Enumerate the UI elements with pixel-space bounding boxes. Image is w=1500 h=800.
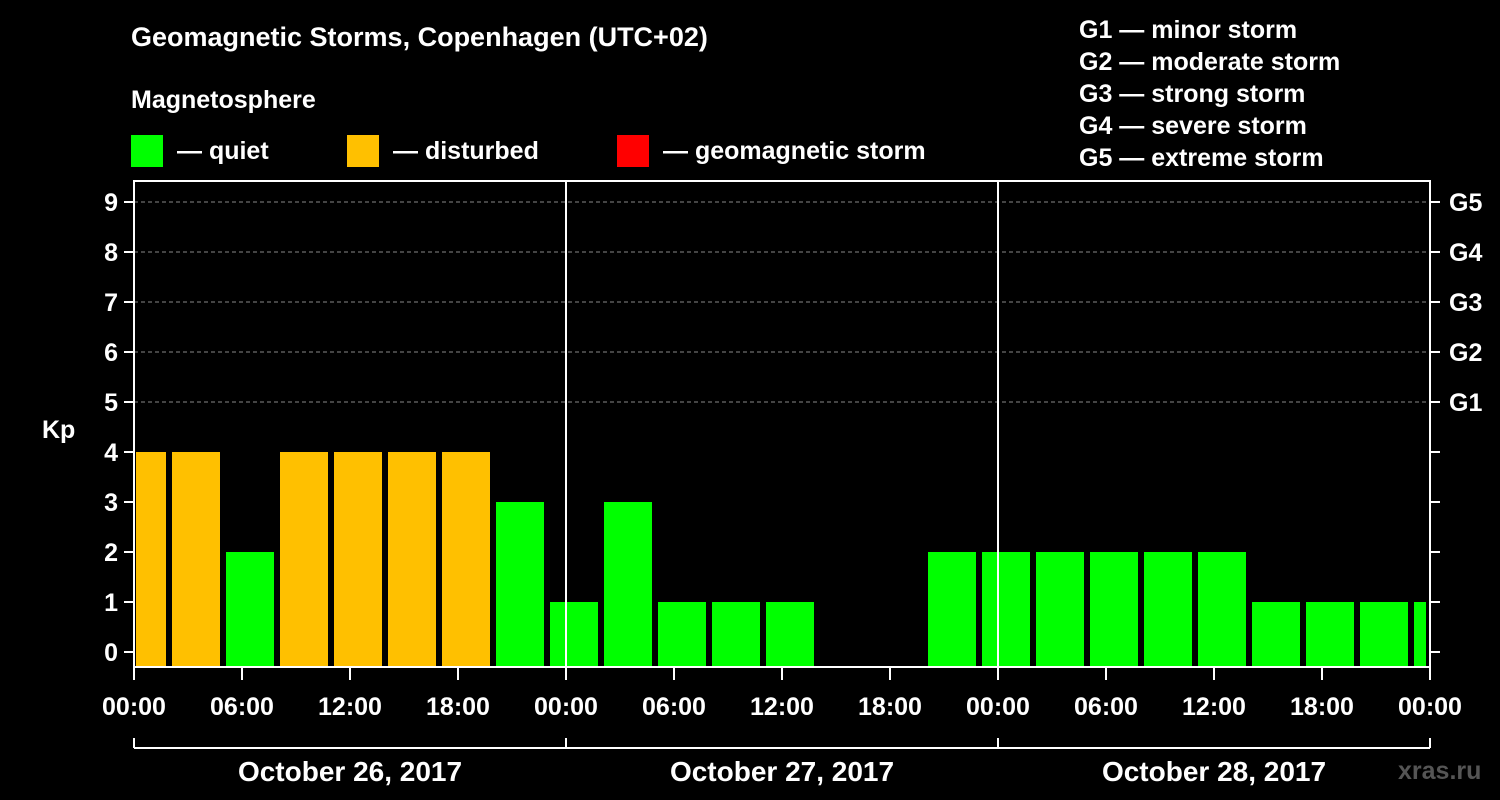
kp-bar: [172, 452, 220, 667]
x-tick-label: 12:00: [1182, 693, 1246, 721]
y-tick-label: 0: [104, 639, 118, 667]
x-tick-label: 06:00: [210, 693, 274, 721]
x-tick-label: 12:00: [318, 693, 382, 721]
storm-scale-g2: G2 — moderate storm: [1079, 48, 1341, 76]
x-tick-label: 00:00: [534, 693, 598, 721]
g-level-label: G5: [1449, 189, 1482, 217]
y-tick-label: 2: [104, 539, 118, 567]
kp-bar: [136, 452, 166, 667]
g-level-label: G2: [1449, 339, 1482, 367]
kp-bar: [334, 452, 382, 667]
kp-bar: [1090, 552, 1138, 667]
y-axis-label: Kp: [42, 416, 75, 444]
legend-title: Magnetosphere: [131, 86, 316, 114]
kp-bar: [496, 502, 544, 667]
legend-quiet-swatch: [131, 135, 163, 167]
y-tick-label: 7: [104, 289, 118, 317]
date-label: October 26, 2017: [238, 756, 462, 787]
watermark: xras.ru: [1398, 757, 1482, 785]
storm-scale-g4: G4 — severe storm: [1079, 112, 1307, 140]
x-tick-label: 00:00: [966, 693, 1030, 721]
g-level-label: G1: [1449, 389, 1482, 417]
storm-scale-g1: G1 — minor storm: [1079, 16, 1298, 44]
kp-bar: [226, 552, 274, 667]
y-tick-label: 1: [104, 589, 118, 617]
x-tick-label: 18:00: [1290, 693, 1354, 721]
legend-disturbed-label: — disturbed: [393, 136, 539, 165]
storm-scale-g3: G3 — strong storm: [1079, 80, 1306, 108]
y-tick-label: 3: [104, 489, 118, 517]
x-tick-label: 18:00: [858, 693, 922, 721]
y-tick-label: 6: [104, 339, 118, 367]
legend-disturbed: — disturbed: [347, 134, 539, 168]
kp-bar: [1360, 602, 1408, 667]
legend-storm-label: — geomagnetic storm: [663, 136, 926, 165]
y-tick-label: 9: [104, 189, 118, 217]
x-tick-label: 00:00: [102, 693, 166, 721]
y-tick-label: 5: [104, 389, 118, 417]
x-tick-label: 18:00: [426, 693, 490, 721]
storm-scale-legend: G1 — minor storm G2 — moderate storm G3 …: [1079, 14, 1340, 174]
legend-quiet: — quiet: [131, 134, 269, 168]
kp-bar: [928, 552, 976, 667]
legend-quiet-label: — quiet: [177, 136, 269, 165]
kp-bar: [550, 602, 598, 667]
g-level-label: G3: [1449, 289, 1482, 317]
y-tick-label: 8: [104, 239, 118, 267]
chart-title: Geomagnetic Storms, Copenhagen (UTC+02): [131, 22, 708, 52]
kp-bar: [280, 452, 328, 667]
x-tick-label: 00:00: [1398, 693, 1462, 721]
g-level-label: G4: [1449, 239, 1482, 267]
kp-bar: [1306, 602, 1354, 667]
storm-scale-g5: G5 — extreme storm: [1079, 144, 1324, 172]
kp-bar: [1198, 552, 1246, 667]
kp-bar: [766, 602, 814, 667]
kp-bar: [712, 602, 760, 667]
legend-disturbed-swatch: [347, 135, 379, 167]
kp-bar: [658, 602, 706, 667]
kp-bar: [442, 452, 490, 667]
legend-storm: — geomagnetic storm: [617, 134, 926, 168]
kp-bar: [1036, 552, 1084, 667]
date-label: October 27, 2017: [670, 756, 894, 787]
x-tick-label: 06:00: [1074, 693, 1138, 721]
y-tick-label: 4: [104, 439, 118, 467]
kp-bar: [1252, 602, 1300, 667]
x-tick-label: 06:00: [642, 693, 706, 721]
kp-bar: [982, 552, 1030, 667]
kp-bar: [1144, 552, 1192, 667]
kp-bar: [604, 502, 652, 667]
kp-bar: [388, 452, 436, 667]
kp-bar: [1414, 602, 1426, 667]
legend-storm-swatch: [617, 135, 649, 167]
x-tick-label: 12:00: [750, 693, 814, 721]
date-label: October 28, 2017: [1102, 756, 1326, 787]
